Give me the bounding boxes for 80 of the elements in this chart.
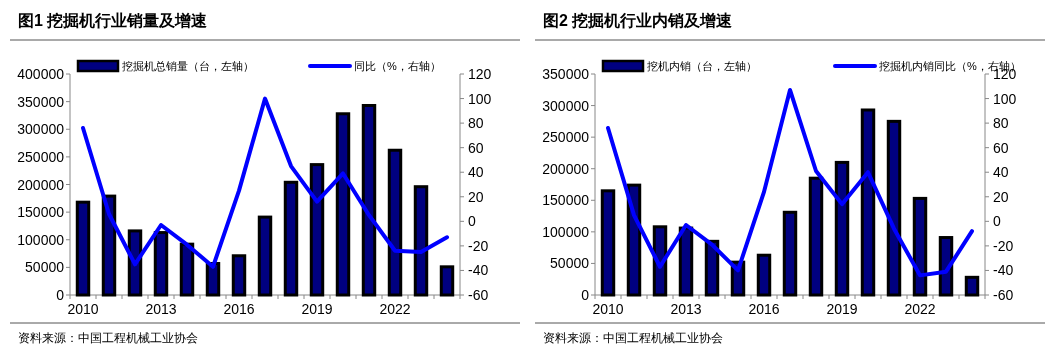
y-tick-label: 200000 [17, 176, 65, 193]
bar [387, 148, 403, 297]
y2-tick-label: 20 [993, 188, 1009, 205]
bar [283, 180, 299, 297]
bar [179, 242, 195, 297]
bar [886, 119, 902, 297]
y2-tick-label: 0 [468, 213, 476, 230]
x-tick-label: 2022 [379, 301, 411, 317]
x-tick-label: 2019 [301, 301, 333, 317]
x-tick-label: 2016 [223, 301, 255, 317]
chart-title: 图2 挖掘机行业内销及增速 [543, 12, 734, 29]
y2-tick-label: -60 [468, 287, 489, 303]
y-tick-label: 100000 [542, 223, 590, 240]
y2-tick-label: 80 [993, 115, 1009, 132]
y-tick-label: 400000 [17, 66, 65, 82]
legend-label: 挖机内销（台，左轴） [647, 60, 757, 72]
legend-label: 挖掘机总销量（台，左轴） [122, 60, 254, 72]
bar [231, 254, 247, 297]
y-tick-label: 200000 [542, 160, 590, 177]
bar [834, 160, 850, 297]
bar [678, 226, 694, 297]
y-tick-label: 0 [581, 287, 590, 303]
x-tick-label: 2013 [145, 301, 177, 317]
x-tick-label: 2019 [826, 301, 858, 317]
x-tick-label: 2016 [748, 301, 780, 317]
y2-tick-label: 80 [468, 115, 484, 132]
bar [257, 215, 273, 297]
y2-tick-label: 60 [468, 139, 484, 156]
x-tick-label: 2010 [592, 301, 624, 317]
x-tick-label: 2022 [904, 301, 936, 317]
y2-tick-label: 100 [468, 90, 492, 107]
y-tick-label: 100000 [17, 231, 65, 248]
bar [756, 253, 772, 297]
bar [361, 103, 377, 297]
bar [964, 275, 980, 297]
y-tick-label: 0 [56, 287, 65, 303]
x-tick-label: 2010 [67, 301, 99, 317]
y-tick-label: 350000 [17, 93, 65, 110]
text: 资料来源：中国工程机械工业协会 [18, 331, 198, 345]
y-tick-label: 300000 [17, 121, 65, 138]
line-series [606, 87, 974, 278]
y-tick-label: 50000 [25, 259, 65, 276]
y2-tick-label: -40 [993, 262, 1014, 279]
y2-tick-label: 20 [468, 188, 484, 205]
bar [413, 185, 429, 297]
bar [782, 210, 798, 297]
bar [912, 196, 928, 297]
y2-tick-label: 120 [468, 66, 492, 82]
x-tick-label: 2013 [670, 301, 702, 317]
bar [335, 112, 351, 297]
y2-tick-label: 100 [993, 90, 1017, 107]
bar [153, 231, 169, 297]
y-tick-label: 50000 [550, 255, 590, 272]
y-tick-label: 250000 [17, 148, 65, 165]
y2-tick-label: -60 [993, 287, 1014, 303]
y-tick-label: 350000 [542, 66, 590, 82]
bar [600, 189, 616, 297]
bar [704, 239, 720, 297]
bar [439, 265, 455, 297]
y2-tick-label: -40 [468, 262, 489, 279]
line-series [81, 96, 449, 269]
bar [75, 200, 91, 297]
y-tick-label: 150000 [542, 192, 590, 209]
y-tick-label: 150000 [17, 204, 65, 221]
bar [938, 236, 954, 297]
text: 资料来源：中国工程机械工业协会 [543, 331, 723, 345]
y2-tick-label: -20 [993, 237, 1014, 254]
y2-tick-label: 40 [468, 164, 484, 181]
chart-title: 图1 挖掘机行业销量及增速 [18, 12, 209, 29]
bar [808, 176, 824, 297]
bar [860, 108, 876, 297]
legend-label: 同比（%，右轴） [354, 60, 441, 72]
y-tick-label: 250000 [542, 129, 590, 146]
y-tick-label: 300000 [542, 97, 590, 114]
y2-tick-label: 0 [993, 213, 1001, 230]
bar [309, 163, 325, 297]
y2-tick-label: -20 [468, 237, 489, 254]
y2-tick-label: 40 [993, 164, 1009, 181]
y2-tick-label: 60 [993, 139, 1009, 156]
bar [205, 262, 221, 297]
